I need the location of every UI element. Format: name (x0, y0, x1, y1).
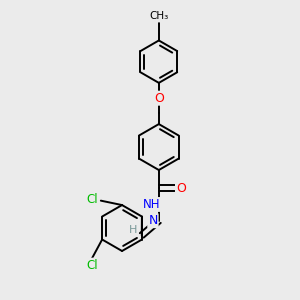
Text: CH₃: CH₃ (149, 11, 169, 21)
Text: O: O (154, 92, 164, 105)
Text: O: O (176, 182, 186, 195)
Text: N: N (148, 214, 158, 227)
Text: Cl: Cl (86, 259, 98, 272)
Text: NH: NH (142, 198, 160, 211)
Text: Cl: Cl (87, 193, 98, 206)
Text: H: H (129, 225, 138, 235)
